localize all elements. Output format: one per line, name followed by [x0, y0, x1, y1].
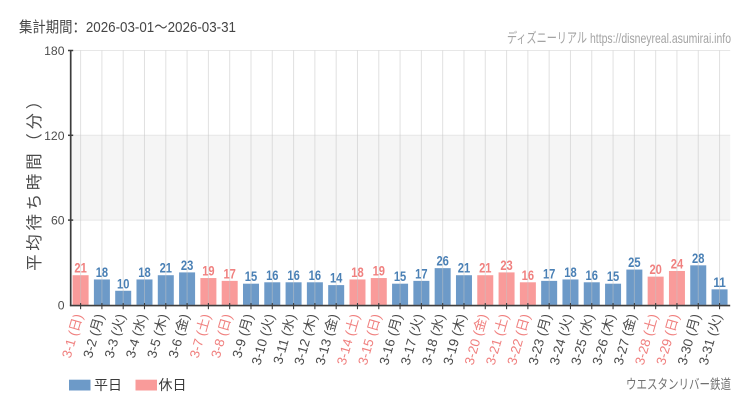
- svg-text:18: 18: [138, 265, 151, 280]
- svg-text:21: 21: [160, 261, 173, 276]
- svg-text:21: 21: [479, 261, 492, 276]
- svg-text:23: 23: [181, 258, 194, 273]
- svg-text:19: 19: [373, 264, 386, 279]
- svg-text:15: 15: [245, 269, 258, 284]
- svg-text:14: 14: [330, 271, 343, 286]
- svg-text:0: 0: [58, 298, 65, 312]
- svg-text:https://disneyreal.asumirai.in: https://disneyreal.asumirai.info: [590, 30, 731, 46]
- svg-text:10: 10: [117, 276, 129, 291]
- svg-text:16: 16: [586, 268, 599, 283]
- svg-text:15: 15: [394, 269, 407, 284]
- svg-text:16: 16: [287, 268, 300, 283]
- svg-text:24: 24: [671, 256, 684, 271]
- svg-text:18: 18: [564, 265, 577, 280]
- svg-text:16: 16: [266, 268, 279, 283]
- svg-text:17: 17: [415, 266, 427, 281]
- svg-text:休日: 休日: [159, 377, 187, 393]
- svg-text:17: 17: [543, 266, 555, 281]
- svg-text:16: 16: [522, 268, 535, 283]
- svg-text:平均待ち時間（分）: 平均待ち時間（分）: [25, 89, 44, 271]
- svg-text:28: 28: [692, 251, 705, 266]
- svg-text:集計期間：2026-03-01～2026-03-31: 集計期間：2026-03-01～2026-03-31: [19, 19, 236, 36]
- svg-text:15: 15: [607, 269, 620, 284]
- svg-text:21: 21: [458, 261, 471, 276]
- svg-text:120: 120: [44, 129, 65, 143]
- svg-text:18: 18: [351, 265, 364, 280]
- svg-text:平日: 平日: [94, 377, 122, 393]
- svg-text:18: 18: [96, 265, 109, 280]
- svg-text:ディズニーリアル: ディズニーリアル: [507, 30, 587, 47]
- svg-text:23: 23: [500, 258, 513, 273]
- svg-text:19: 19: [202, 264, 215, 279]
- svg-text:60: 60: [51, 214, 65, 228]
- svg-text:ウエスタンリバー鉄道: ウエスタンリバー鉄道: [626, 377, 731, 392]
- svg-text:180: 180: [44, 44, 65, 58]
- svg-text:25: 25: [628, 255, 641, 270]
- svg-text:11: 11: [713, 275, 726, 290]
- svg-text:21: 21: [74, 261, 87, 276]
- svg-text:17: 17: [223, 266, 235, 281]
- svg-text:26: 26: [436, 254, 449, 269]
- svg-text:16: 16: [309, 268, 322, 283]
- svg-text:20: 20: [649, 262, 661, 277]
